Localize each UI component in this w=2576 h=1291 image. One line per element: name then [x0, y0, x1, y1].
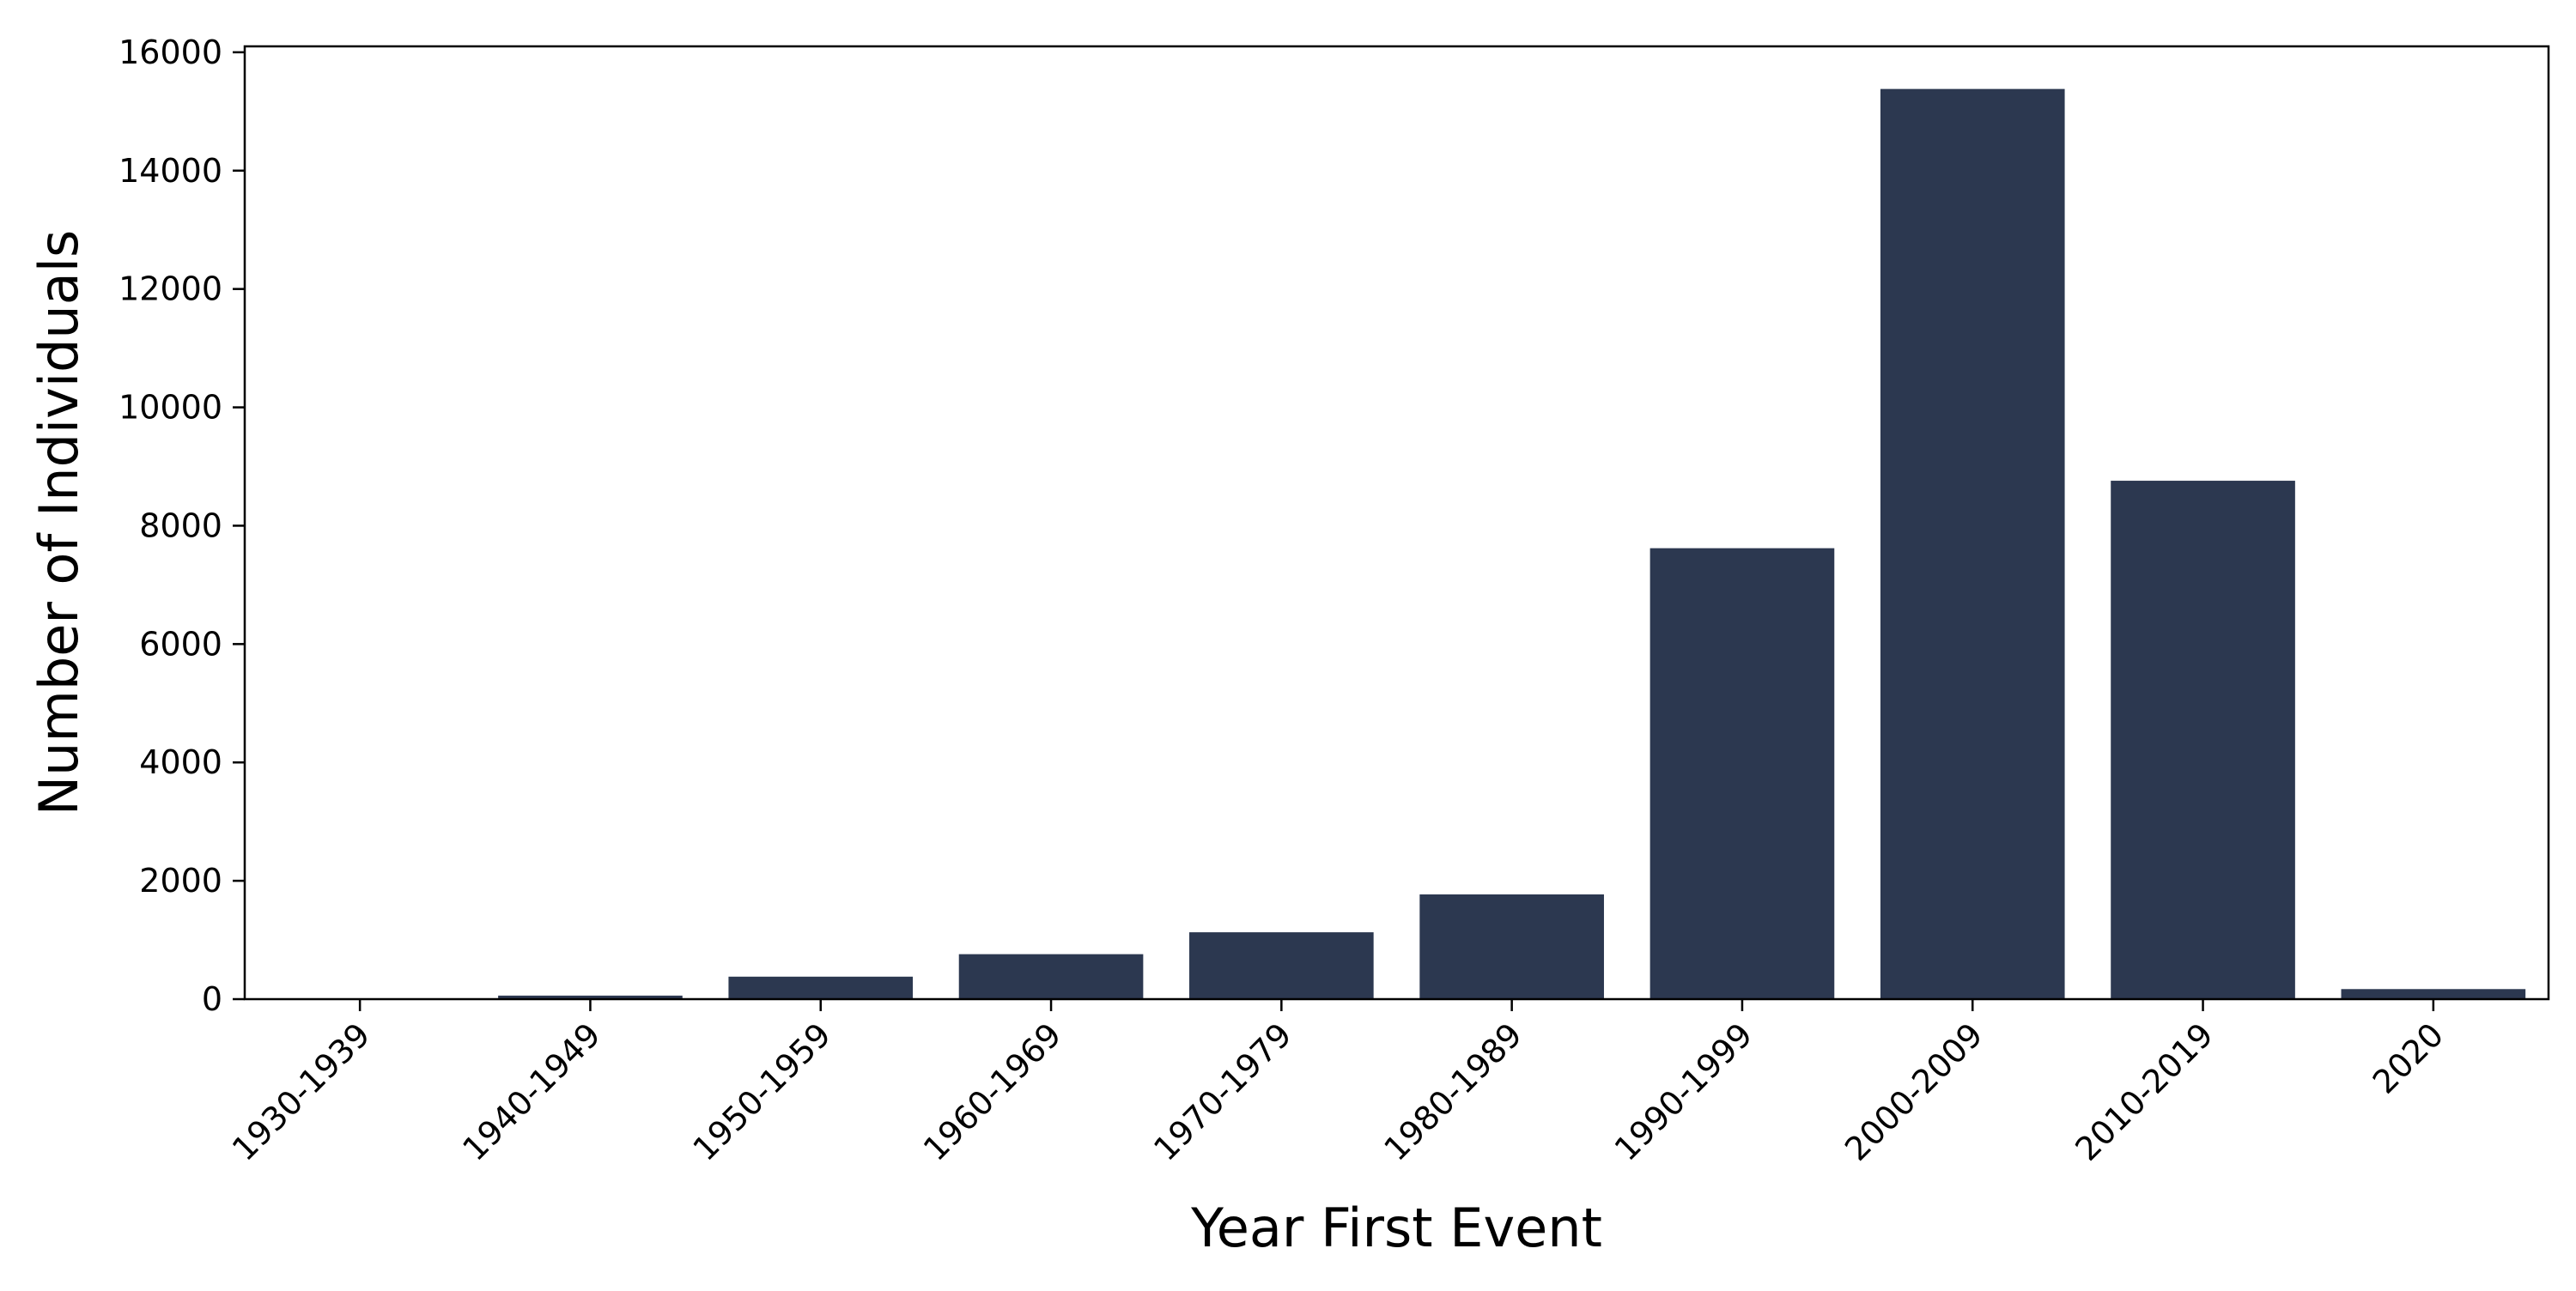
x-tick-label: 1950-1959 [686, 1015, 839, 1168]
bar-1950-1959 [728, 977, 913, 999]
y-tick-label: 6000 [139, 625, 222, 663]
bar-2020 [2342, 989, 2526, 999]
x-tick-label: 1930-1939 [225, 1015, 378, 1168]
bar-2000-2009 [1880, 89, 2065, 999]
x-axis-title: Year First Event [1190, 1197, 1602, 1259]
y-tick-label: 4000 [139, 743, 222, 781]
y-axis-title: Number of Individuals [27, 230, 90, 815]
y-tick-label: 2000 [139, 862, 222, 900]
x-tick-label: 1980-1989 [1376, 1015, 1529, 1168]
bar-1970-1979 [1189, 932, 1374, 999]
x-tick-label: 1960-1969 [916, 1015, 1069, 1168]
y-tick-label: 8000 [139, 506, 222, 544]
bar-2010-2019 [2111, 481, 2295, 999]
y-tick-label: 14000 [118, 152, 222, 190]
x-tick-label: 1990-1999 [1607, 1015, 1760, 1168]
x-tick-label: 2000-2009 [1838, 1015, 1990, 1168]
x-tick-label: 1940-1949 [455, 1015, 608, 1168]
y-tick-label: 12000 [118, 270, 222, 308]
bar-1960-1969 [959, 955, 1144, 999]
y-axis-ticks: 0 2000 4000 6000 8000 10000 12000 14000 16000 [118, 33, 245, 1018]
x-axis-ticks: 1930-1939 1940-1949 1950-1959 1960-1969 1970… [225, 999, 2451, 1168]
x-tick-label: 2010-2019 [2068, 1015, 2221, 1168]
bars-layer [268, 89, 2525, 999]
bar-1980-1989 [1419, 894, 1604, 999]
x-tick-label: 2020 [2366, 1015, 2451, 1101]
x-tick-label: 1970-1979 [1146, 1015, 1299, 1168]
bar-1990-1999 [1650, 549, 1835, 999]
y-tick-label: 16000 [118, 33, 222, 71]
y-tick-label: 10000 [118, 389, 222, 427]
y-tick-label: 0 [202, 980, 222, 1018]
